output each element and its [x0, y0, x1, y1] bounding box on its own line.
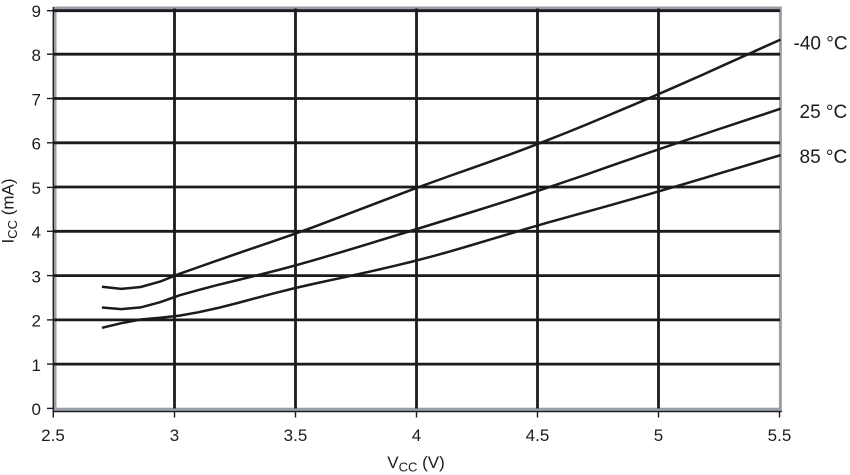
svg-text:25 °C: 25 °C [800, 102, 848, 123]
svg-text:2: 2 [32, 312, 41, 331]
svg-text:0: 0 [32, 400, 41, 419]
svg-text:9: 9 [32, 2, 41, 21]
svg-text:8: 8 [32, 46, 41, 65]
svg-text:4: 4 [412, 426, 421, 445]
svg-text:5: 5 [32, 179, 41, 198]
svg-text:-40 °C: -40 °C [794, 33, 848, 54]
svg-text:5.5: 5.5 [768, 426, 792, 445]
svg-text:ICC (mA): ICC (mA) [0, 178, 20, 243]
svg-text:3: 3 [32, 267, 41, 286]
svg-text:2.5: 2.5 [41, 426, 65, 445]
svg-text:3.5: 3.5 [284, 426, 308, 445]
svg-text:4.5: 4.5 [526, 426, 550, 445]
svg-text:7: 7 [32, 90, 41, 109]
svg-text:1: 1 [32, 356, 41, 375]
svg-text:4: 4 [32, 223, 41, 242]
svg-text:5: 5 [654, 426, 663, 445]
svg-text:6: 6 [32, 135, 41, 154]
svg-text:3: 3 [170, 426, 179, 445]
svg-text:85 °C: 85 °C [800, 147, 848, 168]
